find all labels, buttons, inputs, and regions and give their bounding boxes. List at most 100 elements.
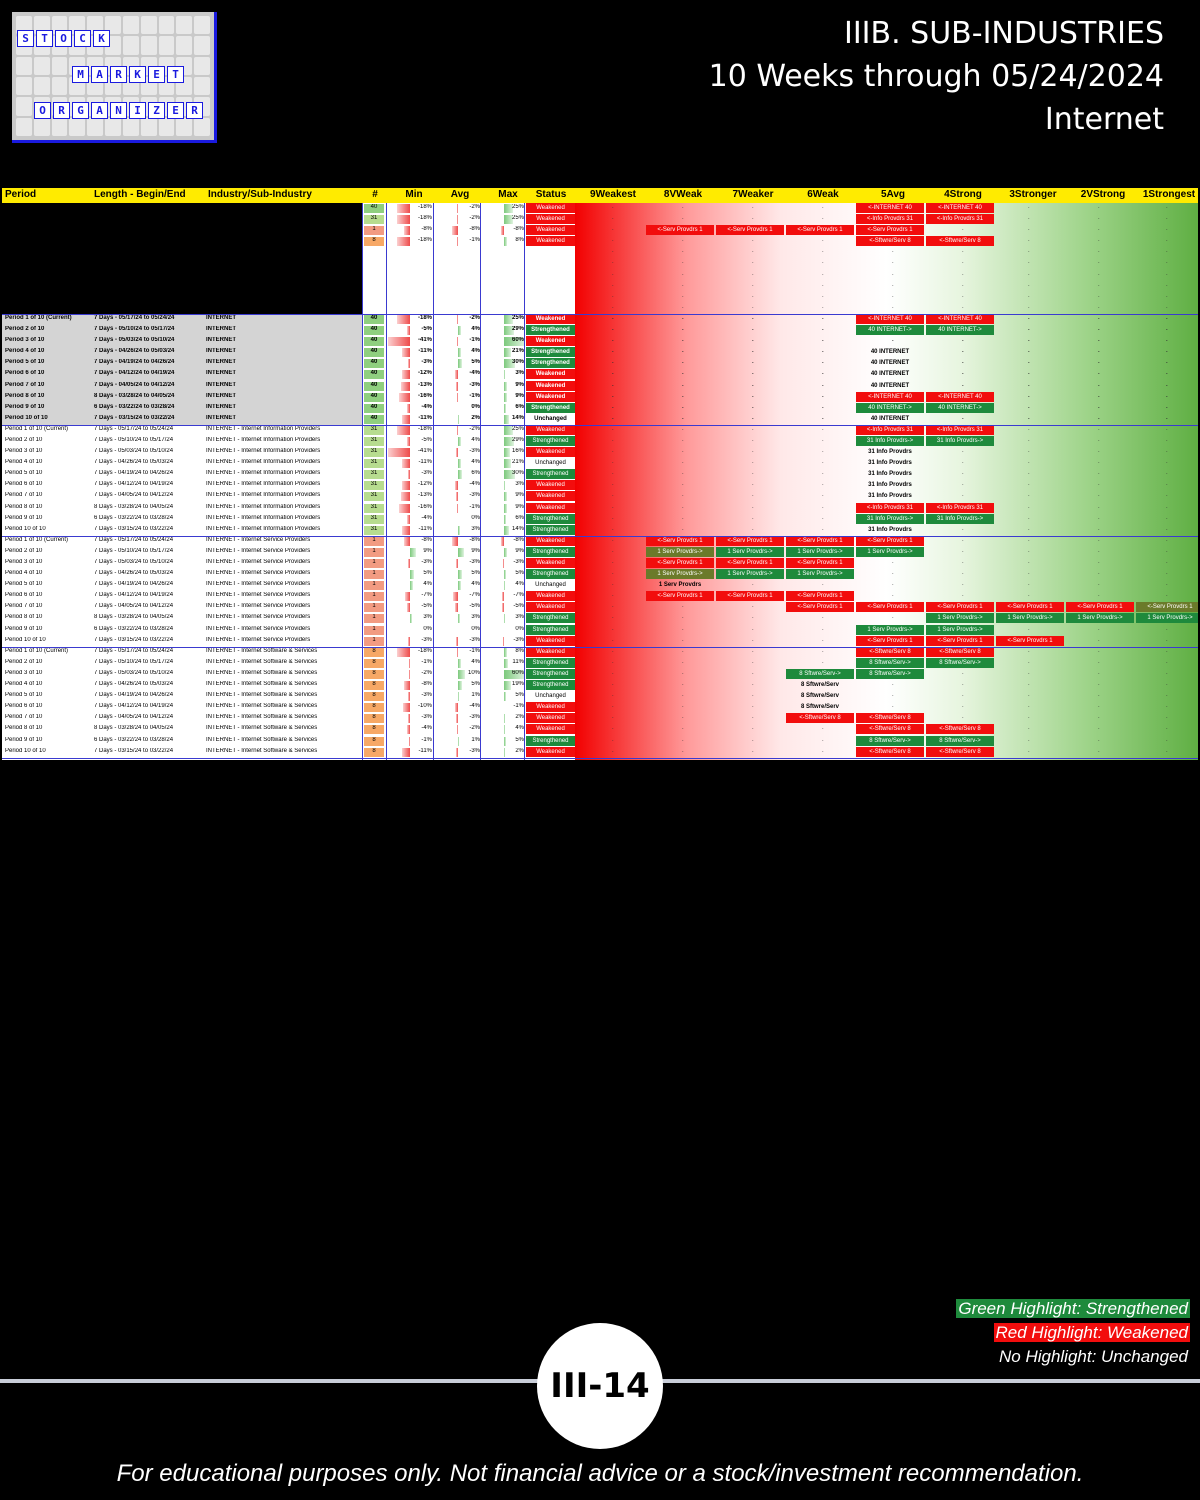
max-bar xyxy=(504,237,507,247)
table-row: Period 10 of 10 7 Days - 03/15/24 to 03/2… xyxy=(2,524,1198,536)
empty-cell-marker: . xyxy=(1028,747,1030,754)
strength-tag: 1 Serv Provdrs-> xyxy=(856,546,924,557)
empty-cell-marker: . xyxy=(1098,536,1100,543)
max-cell: 3% xyxy=(515,370,524,377)
min-bar xyxy=(407,403,410,413)
length-cell: 7 Days - 05/03/24 to 05/10/24 xyxy=(94,669,174,676)
empty-cell-marker: . xyxy=(822,359,824,366)
status-badge: Strengthened xyxy=(526,524,575,535)
empty-cell-marker: . xyxy=(1028,314,1030,321)
empty-cell-marker: . xyxy=(1028,348,1030,355)
logo-letter: A xyxy=(91,102,108,119)
empty-cell-marker: . xyxy=(1098,692,1100,699)
period-cell: Period 9 of 10 xyxy=(5,514,43,521)
status-badge: Weakened xyxy=(526,535,575,546)
empty-cell-marker: . xyxy=(1028,370,1030,377)
logo-tile xyxy=(194,16,210,35)
avg-cell: -3% xyxy=(469,448,480,455)
status-badge: Strengthened xyxy=(526,402,575,413)
row-label-background xyxy=(2,380,362,392)
strength-tag: <-Info Provdrs 31 xyxy=(926,424,994,435)
max-bar xyxy=(502,603,504,613)
empty-cell-marker: . xyxy=(962,248,964,255)
empty-cell-marker: . xyxy=(1098,370,1100,377)
period-cell: Period 10 of 10 xyxy=(5,747,46,754)
table-row: Period 1 of 10 (Current) 7 Days - 05/17/2… xyxy=(2,225,1198,237)
length-cell: 8 Days - 03/28/24 to 04/05/24 xyxy=(94,614,174,621)
strength-tag: <-INTERNET 40 xyxy=(856,313,924,324)
logo-tile xyxy=(194,77,210,96)
length-cell: 7 Days - 05/17/24 to 05/24/24 xyxy=(94,647,174,654)
empty-cell-marker: . xyxy=(1098,647,1100,654)
period-cell: Period 1 of 10 (Current) xyxy=(5,281,69,288)
table-row: Period 4 of 10 7 Days - 04/26/24 to 05/03… xyxy=(2,458,1198,469)
status-badge: Weakened xyxy=(526,713,575,724)
legend: Green Highlight: Strengthened Red Highli… xyxy=(956,1297,1190,1369)
length-cell: 7 Days - 04/26/24 to 05/03/24 xyxy=(94,459,174,466)
logo-tile xyxy=(69,117,86,136)
row-label-background xyxy=(2,225,362,237)
empty-cell-marker: . xyxy=(612,326,614,333)
empty-cell-marker: . xyxy=(892,592,894,599)
max-cell: -3% xyxy=(513,559,524,565)
empty-cell-marker: . xyxy=(752,348,754,355)
count-cell: 31 xyxy=(364,514,384,524)
max-cell: 9% xyxy=(515,392,524,399)
industry-cell: . xyxy=(206,270,208,277)
empty-cell-marker: . xyxy=(612,359,614,366)
status-badge: Strengthened xyxy=(526,358,575,369)
table-row: Period 1 of 10 (Current) 7 Days - 05/17/2… xyxy=(2,214,1198,226)
avg-cell: -1% xyxy=(469,337,480,344)
empty-cell-marker: . xyxy=(612,348,614,355)
count-cell: 1 xyxy=(364,603,384,613)
strength-tag: <-Serv Provdrs 1 xyxy=(646,591,714,602)
empty-cell-marker: . xyxy=(822,525,824,532)
empty-cell-marker: . xyxy=(1098,204,1100,210)
count-cell: 8 xyxy=(364,747,384,757)
empty-cell-marker: . xyxy=(612,636,614,643)
header-max: Max xyxy=(498,189,518,200)
header-7weaker: 7Weaker xyxy=(732,189,774,200)
strength-tag: <-Serv Provdrs 1 xyxy=(786,602,854,613)
empty-cell-marker: . xyxy=(682,215,684,222)
period-cell: Period 4 of 10 xyxy=(5,681,43,688)
strength-tag: 1 Serv Provdrs-> xyxy=(1136,613,1198,624)
status-badge: Strengthened xyxy=(526,513,575,524)
empty-cell-marker: . xyxy=(1028,215,1030,222)
empty-cell-marker: . xyxy=(612,492,614,499)
empty-cell-marker: . xyxy=(892,703,894,710)
max-cell: 9% xyxy=(515,503,524,510)
max-cell: 9% xyxy=(515,492,524,499)
empty-cell-marker: . xyxy=(1166,547,1168,554)
empty-cell-marker: . xyxy=(1028,503,1030,510)
empty-cell-marker: . xyxy=(962,481,964,488)
industry-cell: INTERNET - Internet Information Provider… xyxy=(206,425,321,432)
length-cell: 7 Days - 05/17/24 to 05/24/24 xyxy=(94,215,174,222)
empty-cell-marker: . xyxy=(752,614,754,621)
avg-cell: -4% xyxy=(469,370,480,377)
status-badge: Weakened xyxy=(526,369,575,380)
table-row: Period 9 of 10 6 Days - 03/22/24 to 03/28… xyxy=(2,735,1198,747)
empty-cell-marker: . xyxy=(612,215,614,222)
min-cell: -4% xyxy=(421,514,432,521)
empty-cell-marker: . xyxy=(752,392,754,399)
empty-cell-marker: . xyxy=(1028,492,1030,499)
legend-strengthened: Green Highlight: Strengthened xyxy=(956,1299,1190,1318)
length-cell: 8 Days - 03/28/24 to 04/05/24 xyxy=(94,503,174,510)
avg-bar xyxy=(457,237,458,247)
min-cell: -4% xyxy=(421,725,432,732)
strength-tag: <-Serv Provdrs 1 xyxy=(716,558,784,568)
strength-tag: <-Info Provdrs 31 xyxy=(926,214,994,225)
logo-tile xyxy=(51,16,68,35)
max-bar xyxy=(504,736,506,746)
industry-cell: INTERNET - Internet Service Providers xyxy=(206,559,311,565)
logo-tile xyxy=(194,36,210,55)
strength-tag: <-Serv Provdrs 1 xyxy=(856,225,924,236)
empty-cell-marker: . xyxy=(1166,459,1168,466)
min-bar xyxy=(409,736,410,746)
empty-cell-marker: . xyxy=(612,436,614,443)
row-label-background xyxy=(2,369,362,381)
empty-cell-marker: . xyxy=(682,658,684,665)
max-bar xyxy=(504,714,505,724)
